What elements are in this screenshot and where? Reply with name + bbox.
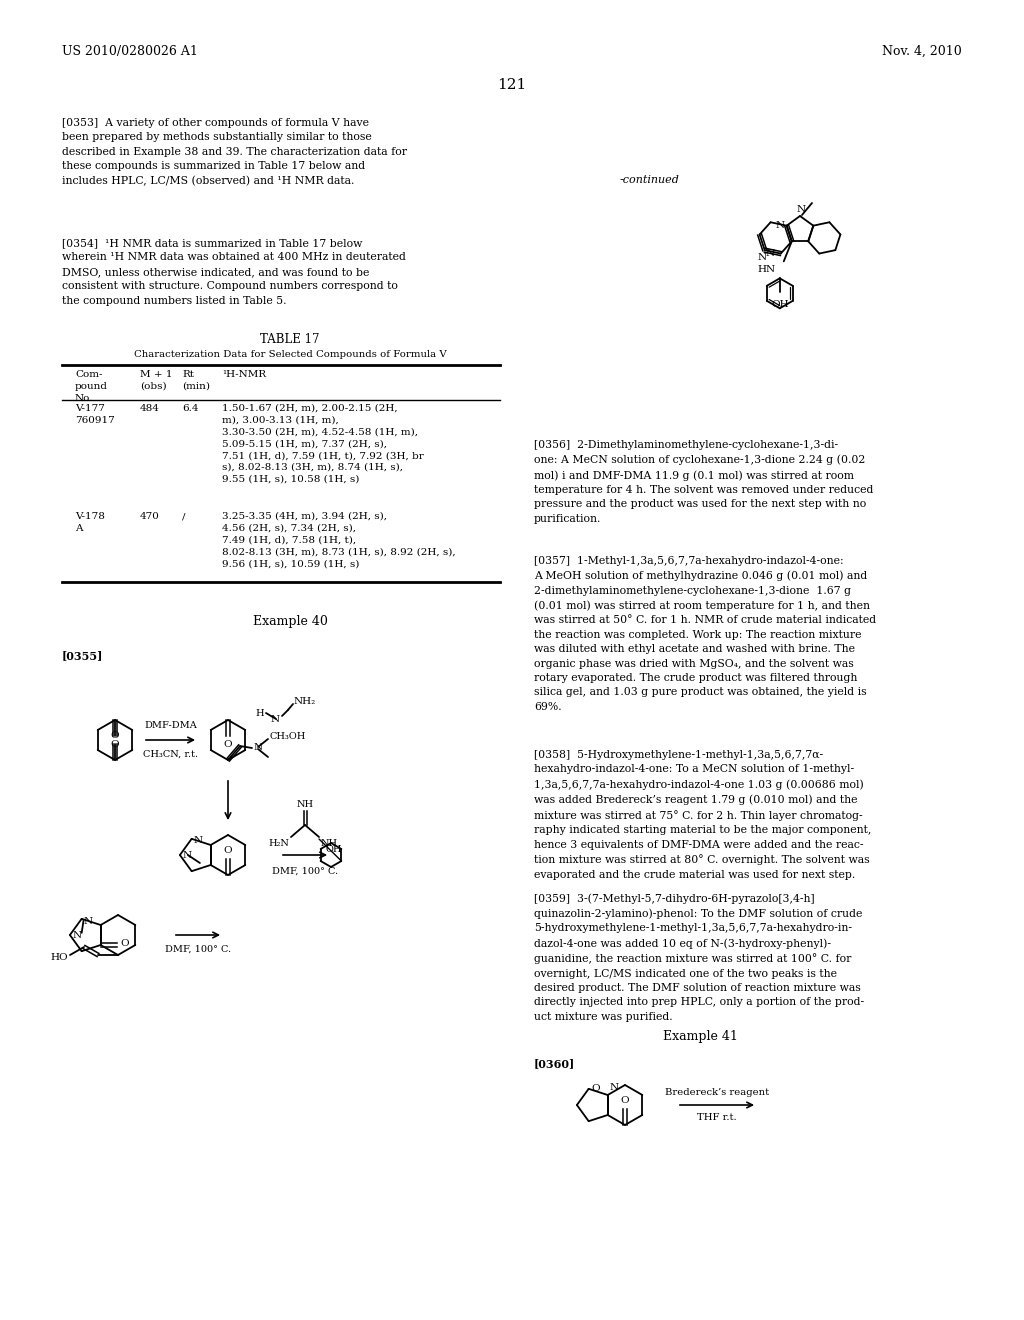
Text: NH: NH xyxy=(297,800,313,809)
Text: CH₃CN, r.t.: CH₃CN, r.t. xyxy=(143,750,198,759)
Text: HN: HN xyxy=(758,265,776,275)
Text: Example 40: Example 40 xyxy=(253,615,328,628)
Text: Com-
pound
No.: Com- pound No. xyxy=(75,370,108,403)
Text: [0354]  ¹H NMR data is summarized in Table 17 below
wherein ¹H NMR data was obta: [0354] ¹H NMR data is summarized in Tabl… xyxy=(62,238,406,306)
Text: 470: 470 xyxy=(140,512,160,521)
Text: N: N xyxy=(757,253,766,263)
Text: Rt
(min): Rt (min) xyxy=(182,370,210,391)
Text: N: N xyxy=(609,1082,618,1092)
Text: [0355]: [0355] xyxy=(62,649,103,661)
Text: O: O xyxy=(223,846,232,855)
Text: [0358]  5-Hydroxymethylene-1-methyl-1,3a,5,6,7,7α-
hexahydro-indazol-4-one: To a: [0358] 5-Hydroxymethylene-1-methyl-1,3a,… xyxy=(534,750,871,879)
Text: O: O xyxy=(111,741,120,748)
Text: DMF-DMA: DMF-DMA xyxy=(144,721,197,730)
Text: [0356]  2-Dimethylaminomethylene-cyclohexane-1,3-di-
one: A MeCN solution of cyc: [0356] 2-Dimethylaminomethylene-cyclohex… xyxy=(534,440,873,524)
Text: O: O xyxy=(223,741,232,748)
Text: CH₃OH: CH₃OH xyxy=(269,733,306,741)
Text: N: N xyxy=(797,205,806,214)
Text: V-178
A: V-178 A xyxy=(75,512,104,533)
Text: DMF, 100° C.: DMF, 100° C. xyxy=(272,867,338,876)
Text: 6.4: 6.4 xyxy=(182,404,199,413)
Text: 484: 484 xyxy=(140,404,160,413)
Text: N: N xyxy=(775,222,784,230)
Text: O: O xyxy=(121,939,129,948)
Text: N: N xyxy=(183,850,193,859)
Text: N: N xyxy=(73,931,82,940)
Text: -continued: -continued xyxy=(620,176,680,185)
Text: [0359]  3-(7-Methyl-5,7-dihydro-6H-pyrazolo[3,4-h]
quinazolin-2-ylamino)-phenol:: [0359] 3-(7-Methyl-5,7-dihydro-6H-pyrazo… xyxy=(534,894,864,1022)
Text: OH: OH xyxy=(771,301,788,309)
Text: N: N xyxy=(766,249,775,257)
Text: O: O xyxy=(621,1096,630,1105)
Text: NH₂: NH₂ xyxy=(294,697,316,706)
Text: NH: NH xyxy=(321,840,338,847)
Text: N: N xyxy=(254,743,263,752)
Text: M + 1
(obs): M + 1 (obs) xyxy=(140,370,172,391)
Text: Nov. 4, 2010: Nov. 4, 2010 xyxy=(883,45,962,58)
Text: H₂N: H₂N xyxy=(268,840,289,847)
Text: [0357]  1-Methyl-1,3a,5,6,7,7a-hexahydro-indazol-4-one:
A MeOH solution of methy: [0357] 1-Methyl-1,3a,5,6,7,7a-hexahydro-… xyxy=(534,556,877,711)
Text: [0353]  A variety of other compounds of formula V have
been prepared by methods : [0353] A variety of other compounds of f… xyxy=(62,117,407,186)
Text: N: N xyxy=(271,714,280,723)
Text: O: O xyxy=(592,1084,600,1093)
Text: THF r.t.: THF r.t. xyxy=(697,1113,737,1122)
Text: N: N xyxy=(84,917,93,925)
Text: US 2010/0280026 A1: US 2010/0280026 A1 xyxy=(62,45,198,58)
Text: DMF, 100° C.: DMF, 100° C. xyxy=(165,945,231,954)
Text: HO: HO xyxy=(50,953,68,962)
Text: ¹H-NMR: ¹H-NMR xyxy=(222,370,266,379)
Text: N: N xyxy=(194,836,203,845)
Text: 1.50-1.67 (2H, m), 2.00-2.15 (2H,
m), 3.00-3.13 (1H, m),
3.30-3.50 (2H, m), 4.52: 1.50-1.67 (2H, m), 2.00-2.15 (2H, m), 3.… xyxy=(222,404,424,484)
Text: Example 41: Example 41 xyxy=(663,1030,737,1043)
Text: TABLE 17: TABLE 17 xyxy=(260,333,319,346)
Text: V-177
760917: V-177 760917 xyxy=(75,404,115,425)
Text: O: O xyxy=(111,731,120,741)
Text: OH: OH xyxy=(326,845,342,854)
Text: H: H xyxy=(255,709,264,718)
Text: Characterization Data for Selected Compounds of Formula V: Characterization Data for Selected Compo… xyxy=(133,350,446,359)
Text: Bredereck’s reagent: Bredereck’s reagent xyxy=(665,1088,769,1097)
Text: 121: 121 xyxy=(498,78,526,92)
Text: /: / xyxy=(182,512,185,521)
Text: [0360]: [0360] xyxy=(534,1059,575,1069)
Text: 3.25-3.35 (4H, m), 3.94 (2H, s),
4.56 (2H, s), 7.34 (2H, s),
7.49 (1H, d), 7.58 : 3.25-3.35 (4H, m), 3.94 (2H, s), 4.56 (2… xyxy=(222,512,456,568)
